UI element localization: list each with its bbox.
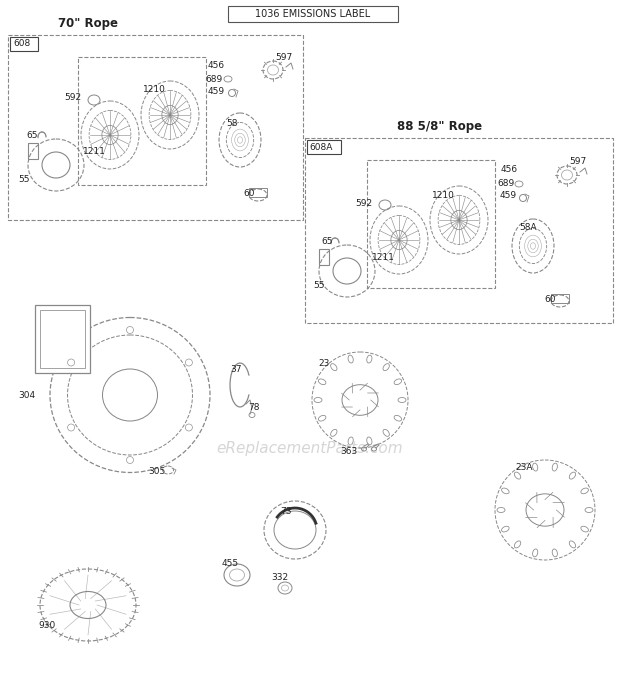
Text: eReplacementParts.com: eReplacementParts.com: [216, 441, 404, 455]
Bar: [228, 6, 398, 22]
Ellipse shape: [367, 355, 372, 363]
Text: 608A: 608A: [309, 143, 332, 152]
Text: 304: 304: [18, 390, 35, 399]
Ellipse shape: [515, 472, 521, 479]
Bar: [35, 305, 90, 373]
Ellipse shape: [581, 526, 588, 532]
Text: 23: 23: [318, 358, 329, 367]
Bar: [40, 310, 85, 368]
Ellipse shape: [126, 326, 133, 333]
Ellipse shape: [502, 526, 509, 532]
Text: 592: 592: [355, 198, 372, 207]
Text: 930: 930: [38, 620, 55, 629]
Text: 1211: 1211: [83, 148, 106, 157]
Text: 73: 73: [280, 507, 291, 516]
Ellipse shape: [502, 488, 509, 493]
Text: 58A: 58A: [519, 224, 537, 232]
Text: 459: 459: [208, 87, 225, 96]
Ellipse shape: [319, 415, 326, 421]
Text: 60: 60: [243, 188, 254, 198]
Ellipse shape: [68, 424, 74, 431]
Bar: [249, 188, 267, 197]
Text: 363: 363: [340, 448, 357, 457]
Ellipse shape: [367, 437, 372, 445]
Text: 689: 689: [205, 75, 222, 83]
Text: 455: 455: [222, 559, 239, 568]
Ellipse shape: [68, 359, 74, 366]
Ellipse shape: [185, 424, 192, 431]
Text: 689: 689: [497, 179, 514, 188]
Text: 55: 55: [313, 281, 324, 290]
Ellipse shape: [497, 507, 505, 513]
Text: 305: 305: [148, 468, 166, 477]
Text: 58: 58: [226, 119, 237, 128]
Text: 608: 608: [13, 40, 30, 49]
Bar: [367, 160, 495, 288]
Ellipse shape: [185, 359, 192, 366]
Ellipse shape: [533, 549, 538, 557]
Text: 332: 332: [271, 574, 288, 583]
Text: 597: 597: [569, 157, 587, 166]
Ellipse shape: [569, 541, 575, 548]
Text: 597: 597: [275, 53, 292, 62]
Text: 456: 456: [501, 166, 518, 175]
Ellipse shape: [552, 463, 557, 471]
Text: 592: 592: [64, 94, 81, 103]
Text: 65: 65: [321, 236, 332, 245]
Ellipse shape: [569, 472, 575, 479]
Ellipse shape: [126, 457, 133, 464]
Text: 55: 55: [18, 175, 30, 184]
Bar: [8, 35, 303, 220]
Ellipse shape: [581, 488, 588, 493]
Ellipse shape: [330, 430, 337, 437]
Ellipse shape: [394, 415, 402, 421]
Text: 456: 456: [208, 60, 225, 69]
Text: 70" Rope: 70" Rope: [58, 17, 118, 30]
Ellipse shape: [515, 541, 521, 548]
Text: 88 5/8" Rope: 88 5/8" Rope: [397, 120, 482, 133]
Text: 459: 459: [500, 191, 517, 200]
Ellipse shape: [394, 379, 402, 385]
Ellipse shape: [348, 437, 353, 445]
Text: 23A: 23A: [515, 464, 533, 473]
Ellipse shape: [533, 463, 538, 471]
Text: 60: 60: [544, 295, 556, 304]
Text: 1210: 1210: [143, 85, 166, 94]
Ellipse shape: [585, 507, 593, 513]
Bar: [305, 138, 613, 323]
Text: 37: 37: [230, 365, 242, 374]
Ellipse shape: [330, 364, 337, 371]
Text: 1036 EMISSIONS LABEL: 1036 EMISSIONS LABEL: [255, 9, 371, 19]
Text: 1211: 1211: [372, 254, 395, 263]
Ellipse shape: [552, 549, 557, 557]
Ellipse shape: [319, 379, 326, 385]
Text: 78: 78: [248, 403, 260, 412]
Bar: [10, 37, 38, 51]
Ellipse shape: [383, 430, 389, 437]
Text: 65: 65: [26, 130, 37, 139]
Ellipse shape: [314, 398, 322, 403]
Bar: [307, 140, 341, 154]
Bar: [551, 294, 569, 303]
Bar: [78, 57, 206, 185]
Ellipse shape: [398, 398, 406, 403]
Text: 1210: 1210: [432, 191, 455, 200]
Ellipse shape: [348, 355, 353, 363]
Ellipse shape: [383, 364, 389, 371]
